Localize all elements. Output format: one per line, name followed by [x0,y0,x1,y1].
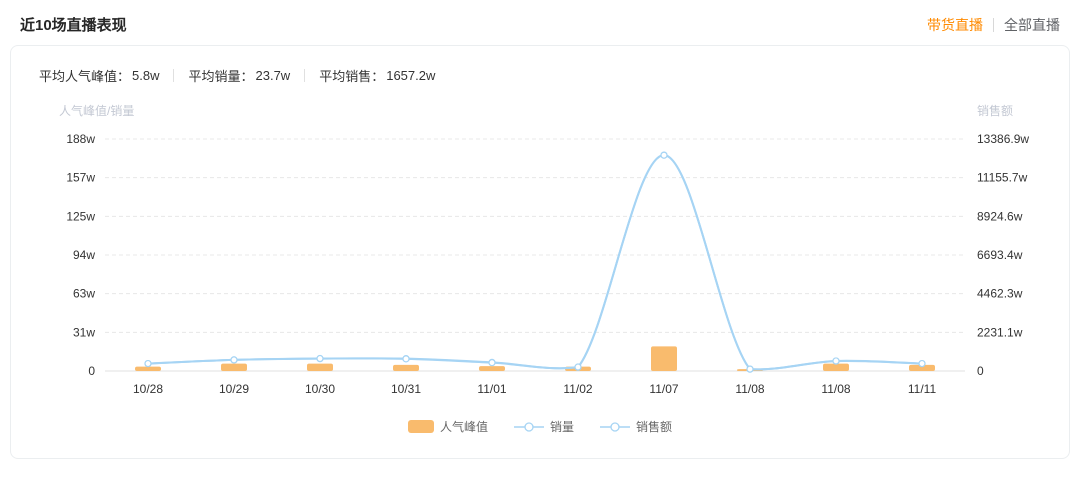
stat-avg-volume: 平均销量： 23.7w [188,66,290,85]
line-marker-icon [513,421,544,432]
svg-text:0: 0 [88,364,95,378]
svg-text:188w: 188w [66,132,95,146]
stat-avg-sales: 平均销售： 1657.2w [319,66,435,85]
live-type-tabs: 带货直播 全部直播 [927,15,1060,35]
svg-text:11/08: 11/08 [821,382,850,396]
tab-all-live[interactable]: 全部直播 [1004,16,1060,33]
svg-text:125w: 125w [66,209,95,223]
svg-text:10/28: 10/28 [133,382,163,396]
stats-row: 平均人气峰值： 5.8w 平均销量： 23.7w 平均销售： 1657.2w [35,62,1045,99]
svg-text:4462.3w: 4462.3w [977,287,1023,301]
svg-text:8924.6w: 8924.6w [977,209,1023,223]
svg-text:6693.4w: 6693.4w [977,248,1023,262]
stat-value: 1657.2w [386,68,436,83]
svg-text:11155.7w: 11155.7w [977,171,1028,185]
header: 近10场直播表现 带货直播 全部直播 [10,12,1070,45]
svg-text:0: 0 [977,364,984,378]
line-marker-icon [600,421,630,432]
stat-avg-peak: 平均人气峰值： 5.8w [39,66,159,85]
svg-text:11/01: 11/01 [477,382,506,396]
svg-text:销售额: 销售额 [977,103,1013,118]
svg-text:11/07: 11/07 [649,382,678,396]
stat-label: 平均人气峰值： [39,69,131,84]
performance-chart[interactable]: 人气峰值/销量 销售额 188w 13386.9w 157w 11155.7w 125w 89… [35,99,1047,407]
legend-label: 销量 [549,420,574,434]
svg-text:63w: 63w [73,287,95,301]
svg-text:157w: 157w [66,171,95,185]
stat-label: 平均销售： [319,69,385,84]
stat-value: 23.7w [255,68,291,83]
svg-text:13386.9w: 13386.9w [977,132,1029,146]
legend-item-sales[interactable]: 销售额 [600,418,672,435]
live-performance-page: 近10场直播表现 带货直播 全部直播 平均人气峰值： 5.8w 平均销量： 23… [10,12,1070,459]
stat-separator [304,69,306,82]
stat-separator [173,69,175,82]
svg-text:31w: 31w [73,325,95,339]
svg-text:11/08: 11/08 [735,382,764,396]
stat-value: 5.8w [132,68,160,83]
tab-goods-live[interactable]: 带货直播 [927,16,983,33]
svg-text:11/02: 11/02 [563,382,592,396]
chart-area: 人气峰值/销量 销售额 188w 13386.9w 157w 11155.7w 125w 89… [35,99,1045,412]
legend-label: 人气峰值 [439,420,488,434]
tab-divider [993,17,994,32]
svg-text:人气峰值/销量: 人气峰值/销量 [59,103,134,118]
stat-label: 平均销量： [188,69,254,84]
legend-item-volume[interactable]: 销量 [513,418,574,435]
svg-text:11/11: 11/11 [908,382,937,396]
page-title: 近10场直播表现 [20,17,127,34]
svg-text:2231.1w: 2231.1w [977,325,1023,339]
svg-text:10/30: 10/30 [305,382,335,396]
svg-text:10/29: 10/29 [219,382,249,396]
chart-card: 平均人气峰值： 5.8w 平均销量： 23.7w 平均销售： 1657.2w 人… [10,45,1070,459]
chart-legend: 人气峰值 销量 销售额 [35,418,1045,435]
legend-label: 销售额 [636,420,673,434]
legend-item-peak[interactable]: 人气峰值 [407,418,488,435]
svg-text:10/31: 10/31 [391,382,421,396]
bar-swatch-icon [407,420,434,433]
svg-text:94w: 94w [73,248,95,262]
